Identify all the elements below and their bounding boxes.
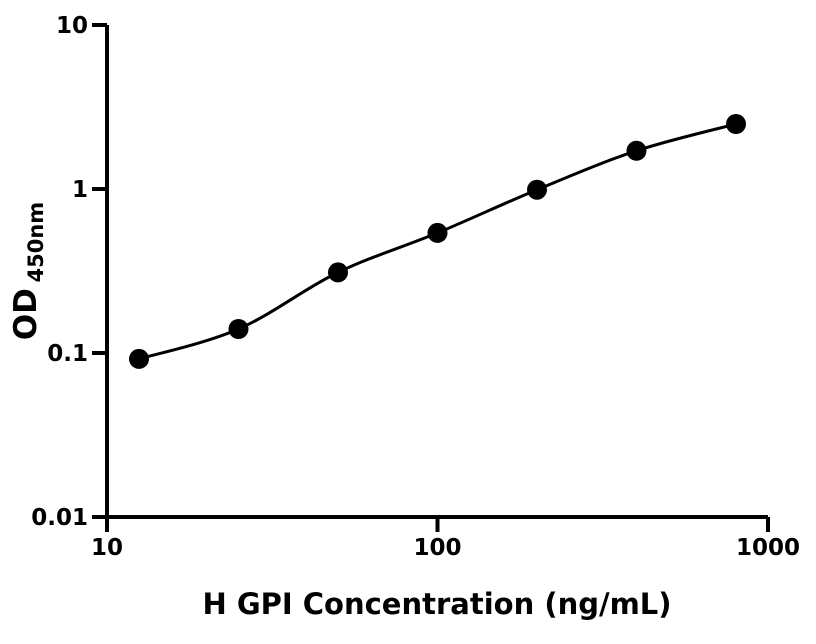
- y-axis-title-main: OD: [8, 288, 44, 340]
- x-tick-label: 10: [91, 535, 123, 561]
- data-point: [328, 262, 348, 283]
- y-tick-label: 0.01: [31, 505, 88, 531]
- y-tick-label: 0.1: [47, 341, 88, 367]
- x-tick-label: 1000: [736, 535, 800, 561]
- data-series: [129, 114, 746, 369]
- y-tick-label: 1: [72, 177, 88, 203]
- axes: [92, 23, 770, 532]
- data-point: [427, 222, 448, 243]
- y-axis-title-subscript: 450nm: [24, 202, 48, 283]
- data-point: [726, 114, 746, 134]
- y-tick-label: 10: [56, 13, 88, 39]
- data-point: [626, 140, 647, 161]
- x-axis-title: H GPI Concentration (ng/mL): [202, 587, 671, 621]
- data-point: [228, 319, 249, 339]
- data-point: [527, 179, 547, 200]
- x-tick-label: 100: [413, 535, 461, 561]
- axis-spines: [105, 25, 768, 519]
- y-axis-title: OD 450nm: [8, 202, 48, 340]
- data-point: [129, 348, 149, 369]
- tick-labels: 0.01 0.1 1 10 10 100 1000: [31, 13, 800, 561]
